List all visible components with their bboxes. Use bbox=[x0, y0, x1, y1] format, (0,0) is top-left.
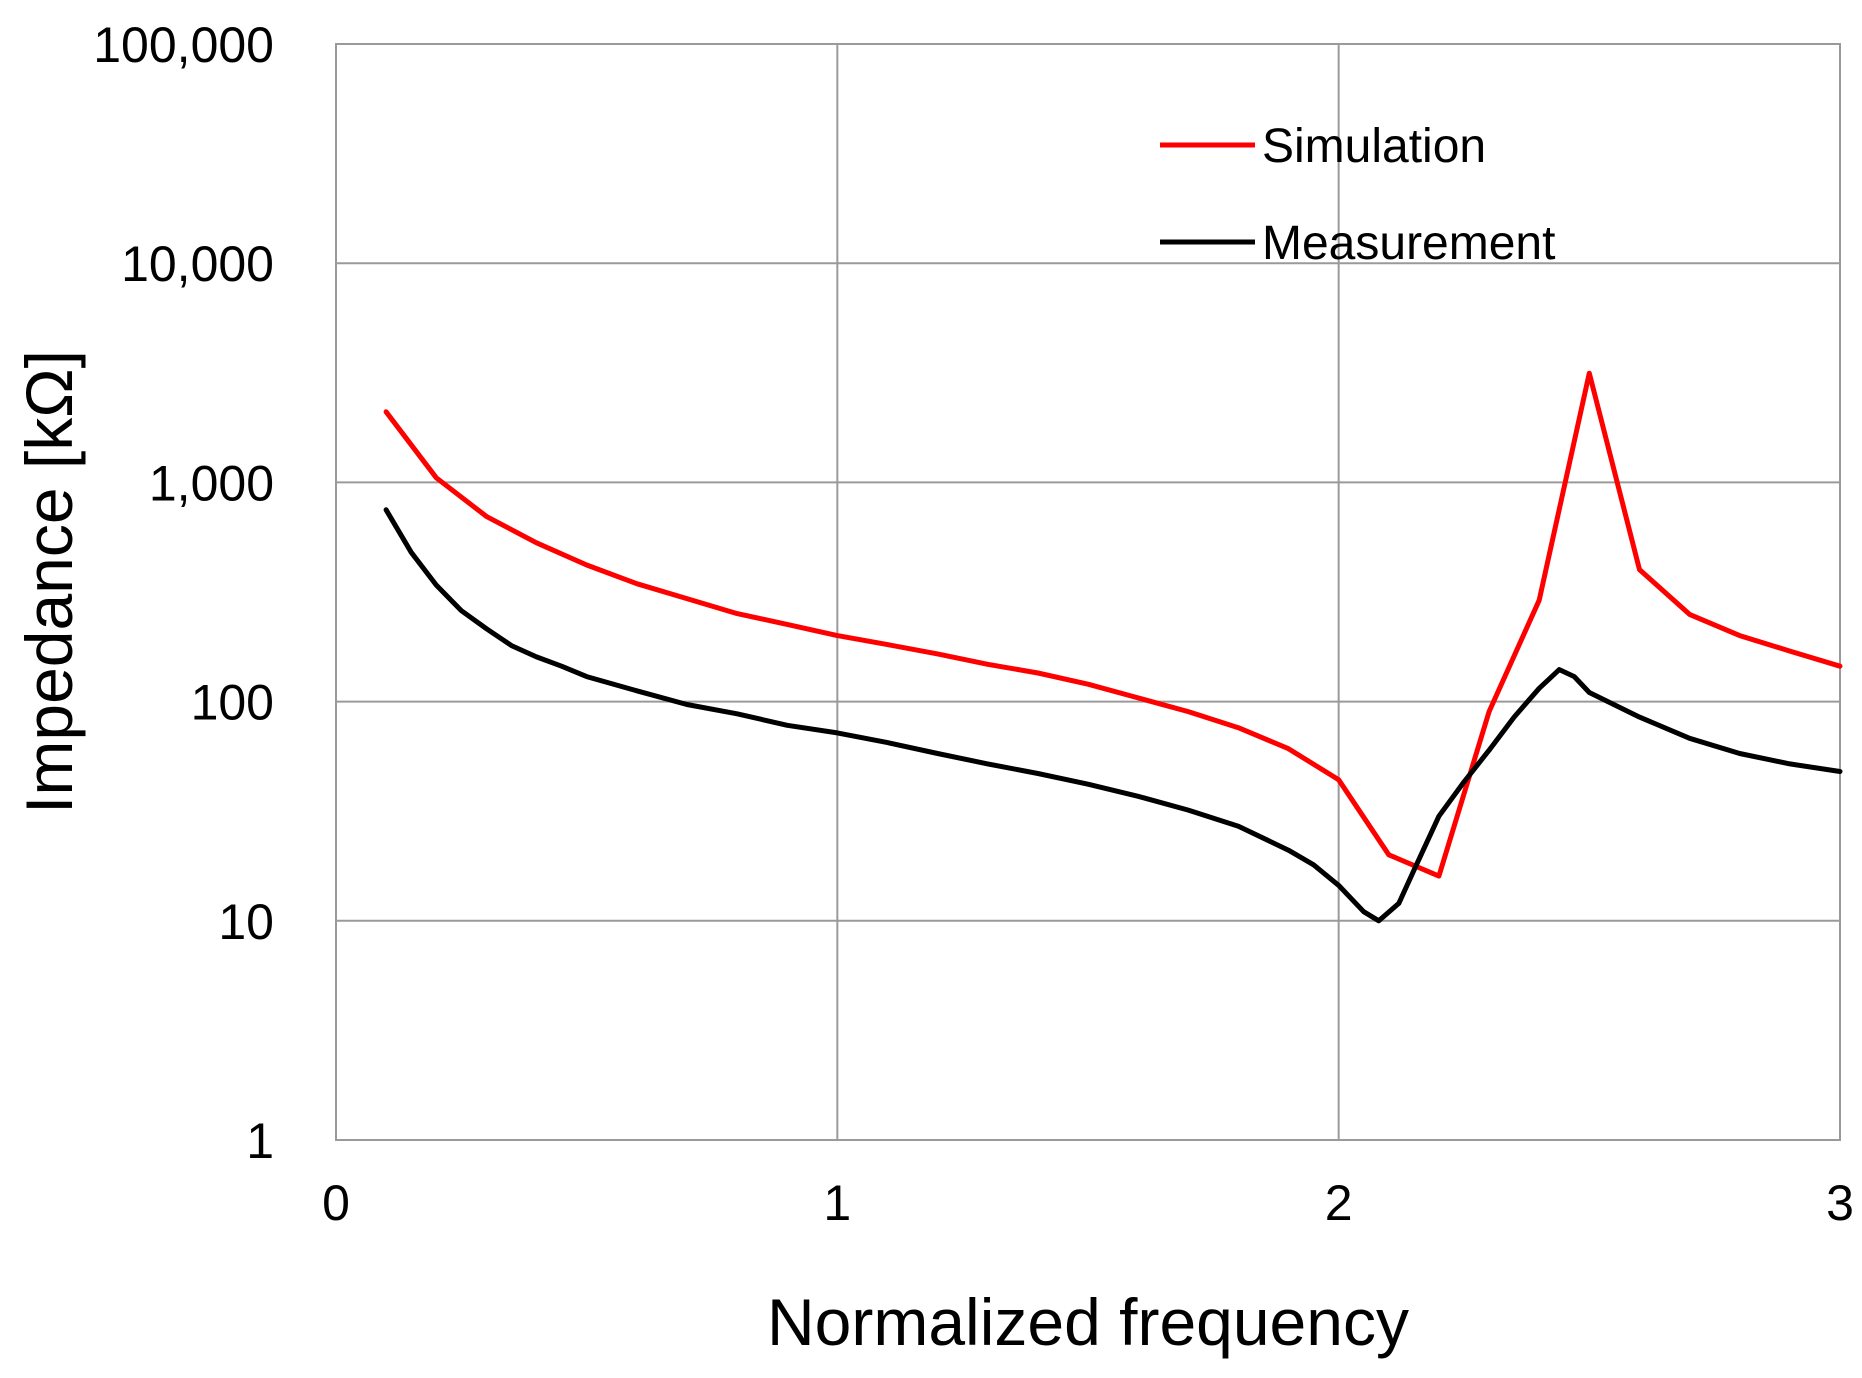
x-tick-label: 2 bbox=[1325, 1175, 1353, 1231]
y-tick-label: 100,000 bbox=[93, 17, 274, 73]
x-tick-label: 3 bbox=[1826, 1175, 1854, 1231]
y-tick-label: 10,000 bbox=[121, 236, 274, 292]
legend: Simulation Measurement bbox=[1160, 120, 1555, 270]
y-tick-label: 10 bbox=[218, 894, 274, 950]
legend-label-simulation: Simulation bbox=[1262, 120, 1486, 173]
plot-area-frame bbox=[335, 43, 1841, 1141]
y-tick-label: 1,000 bbox=[149, 455, 274, 511]
series-layer bbox=[383, 370, 1843, 924]
x-axis-title: Normalized frequency bbox=[767, 1285, 1409, 1359]
y-axis-title: Impedance [kΩ] bbox=[12, 350, 86, 814]
series-line-simulation bbox=[383, 370, 1843, 879]
y-tick-label: 100 bbox=[191, 675, 274, 731]
series-line-measurement bbox=[383, 507, 1843, 924]
x-tick-label: 1 bbox=[823, 1175, 851, 1231]
chart-grid bbox=[335, 43, 1841, 1141]
x-axis-ticks: 0 1 2 3 bbox=[322, 1175, 1854, 1231]
y-tick-label: 1 bbox=[246, 1113, 274, 1169]
y-axis-ticks: 1 10 100 1,000 10,000 100,000 bbox=[93, 17, 274, 1169]
x-tick-label: 0 bbox=[322, 1175, 350, 1231]
legend-label-measurement: Measurement bbox=[1262, 217, 1555, 270]
